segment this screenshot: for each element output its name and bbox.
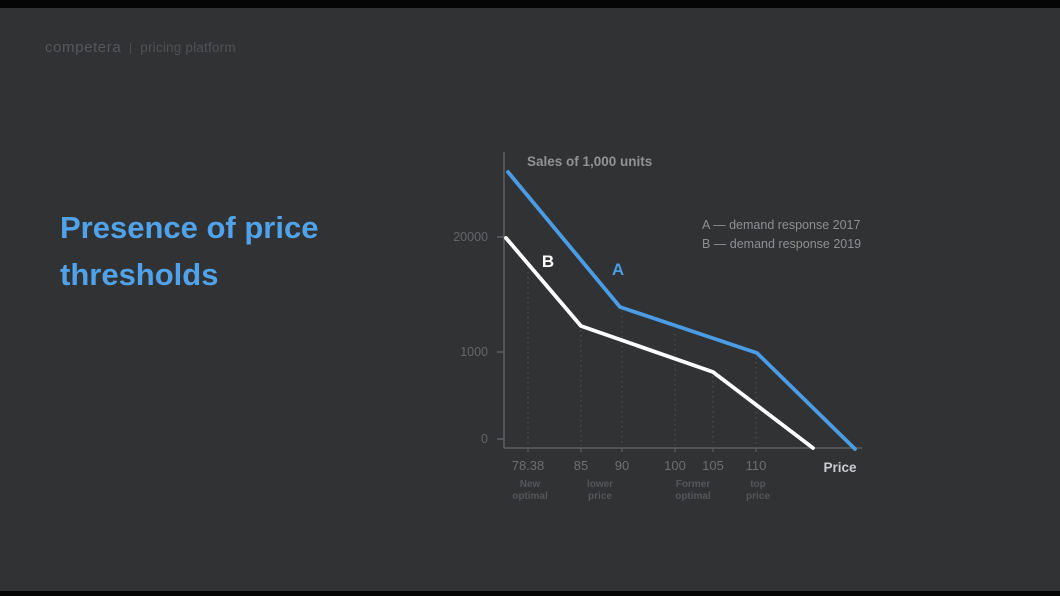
brand-divider-icon (130, 42, 132, 54)
series-label-a: A (611, 260, 625, 279)
x-sub-label: New optimal (512, 479, 548, 502)
x-tick-label: 110 (745, 458, 767, 473)
series-line-a (506, 170, 857, 451)
chart-title: Sales of 1,000 units (527, 154, 653, 169)
series-label-b: B (541, 252, 555, 271)
x-tick-label: 100 (664, 458, 686, 473)
brand-logo: competera pricing platform (45, 39, 236, 56)
x-sub-label: Former optimal (675, 479, 711, 502)
y-tick-label: 0 (481, 432, 488, 446)
page-title-line1: Presence of price (60, 210, 319, 245)
x-axis-title: Price (823, 460, 857, 475)
legend-item-b: B — demand response 2019 (702, 237, 862, 251)
x-tick-label: 85 (573, 458, 589, 473)
chart-legend: A — demand response 2017 B — demand resp… (702, 216, 861, 254)
legend-item-a: A — demand response 2017 (702, 218, 861, 232)
x-sub-label: lower price (586, 479, 614, 502)
series-line-b (504, 236, 815, 450)
x-sub-label: top price (746, 479, 770, 502)
brand-name: competera (45, 39, 122, 56)
y-tick-label: 1000 (460, 345, 488, 359)
page-title: Presence of price thresholds (60, 204, 440, 298)
y-tick-label: 20000 (453, 230, 488, 244)
x-tick-label: 90 (614, 458, 630, 473)
brand-tagline: pricing platform (140, 40, 236, 55)
slide-background (0, 8, 1060, 591)
page-title-line2: thresholds (60, 257, 219, 292)
x-tick-label: 105 (702, 458, 724, 473)
x-tick-label: 78.38 (511, 458, 545, 473)
